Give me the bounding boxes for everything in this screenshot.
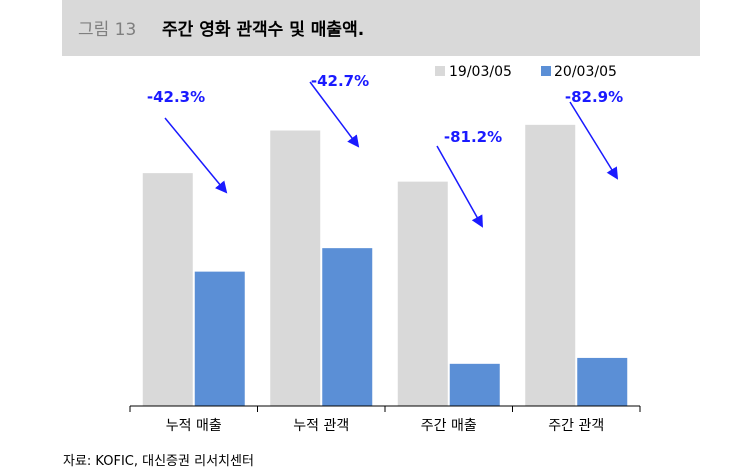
figure-label: 그림 13	[78, 20, 137, 40]
change-arrow	[164, 117, 228, 194]
figure-title: 주간 영화 관객수 및 매출액.	[162, 20, 365, 40]
x-axis-ticks	[129, 406, 641, 412]
bars-group	[142, 124, 628, 406]
bar-19-03-05	[397, 181, 448, 406]
x-tick-label: 누적 매출	[166, 418, 222, 434]
change-annotation: -42.7%	[311, 72, 369, 90]
x-tick-label: 주간 관객	[548, 418, 604, 434]
change-annotation: -42.3%	[147, 88, 205, 106]
x-tick-label: 주간 매출	[421, 418, 477, 434]
x-axis-labels: 누적 매출 누적 관객 주간 매출 주간 관객	[166, 418, 604, 434]
bar-20-03-05	[194, 271, 245, 406]
chart-legend: 19/03/05 20/03/05	[435, 64, 617, 80]
bar-19-03-05	[270, 130, 321, 406]
bar-19-03-05	[525, 124, 576, 406]
annotations-group: -42.3% -42.7% -81.2% -82.9%	[147, 72, 623, 228]
change-arrow	[309, 81, 360, 148]
bar-19-03-05	[142, 173, 193, 406]
figure-header: 그림 13 주간 영화 관객수 및 매출액.	[62, 0, 700, 56]
change-arrow	[436, 145, 483, 228]
legend-label-series2: 20/03/05	[554, 64, 617, 80]
change-annotation: -81.2%	[444, 128, 502, 146]
legend-swatch-series1	[435, 66, 445, 76]
bar-20-03-05	[577, 357, 628, 406]
bar-20-03-05	[449, 363, 500, 406]
legend-swatch-series2	[541, 66, 551, 76]
legend-label-series1: 19/03/05	[449, 64, 512, 80]
x-tick-label: 누적 관객	[293, 418, 349, 434]
change-arrow	[569, 101, 619, 180]
source-note: 자료: KOFIC, 대신증권 리서치센터	[63, 454, 254, 469]
change-annotation: -82.9%	[565, 88, 623, 106]
bar-20-03-05	[322, 248, 373, 406]
